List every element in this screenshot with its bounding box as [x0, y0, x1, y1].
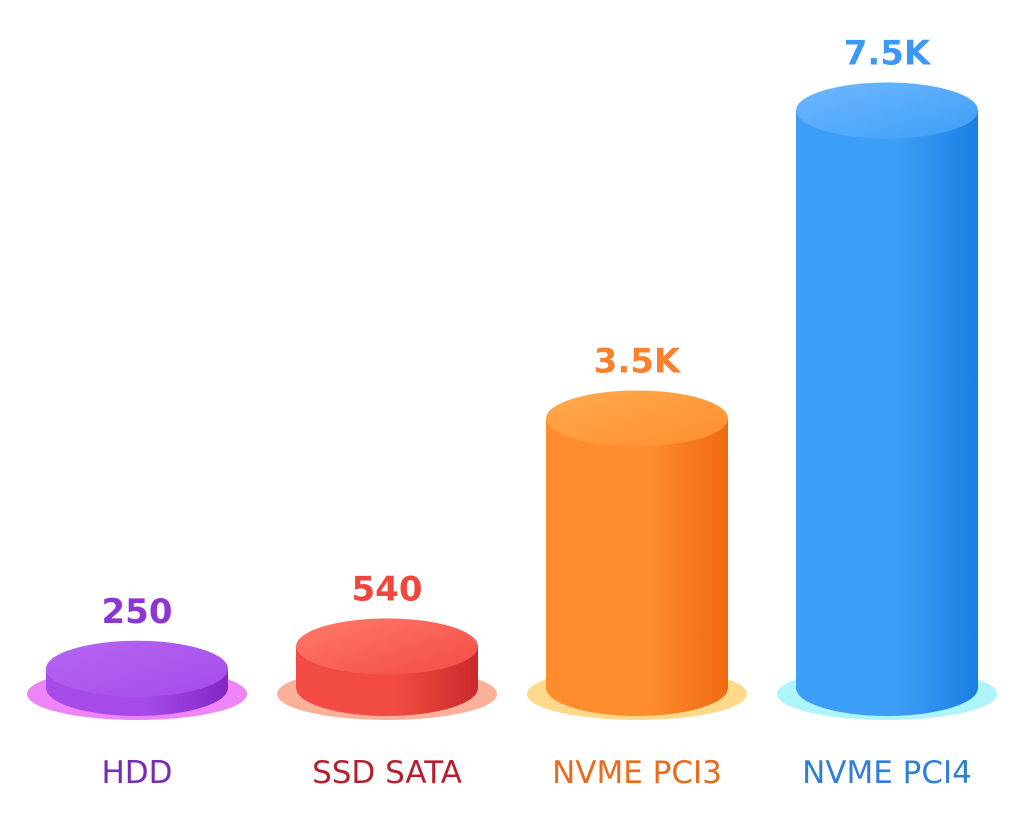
bar-body [796, 110, 978, 716]
bar-top-cap [796, 82, 978, 139]
category-label: NVME PCI4 [802, 755, 972, 791]
value-label: 250 [102, 592, 173, 632]
bar-nvme-pci3: 3.5K NVME PCI3 [527, 342, 747, 791]
bar-nvme-pci4: 7.5K NVME PCI4 [777, 34, 997, 791]
category-label: HDD [101, 755, 172, 791]
bar-ssd-sata: 540 SSD SATA [277, 569, 497, 791]
bar-hdd: 250 HDD [27, 592, 247, 791]
value-label: 540 [352, 569, 423, 609]
bar-top-cap [296, 618, 478, 675]
value-label: 3.5K [594, 342, 682, 382]
bar-top-cap [546, 390, 728, 447]
bar-body [546, 418, 728, 716]
category-label: SSD SATA [312, 755, 462, 791]
bars-layer: 250 HDD 540 SSD SATA 3.5K NVME PCI3 7.5K NVME P… [27, 34, 997, 791]
bar-top-cap [46, 640, 228, 697]
category-label: NVME PCI3 [552, 755, 722, 791]
value-label: 7.5K [844, 34, 932, 74]
